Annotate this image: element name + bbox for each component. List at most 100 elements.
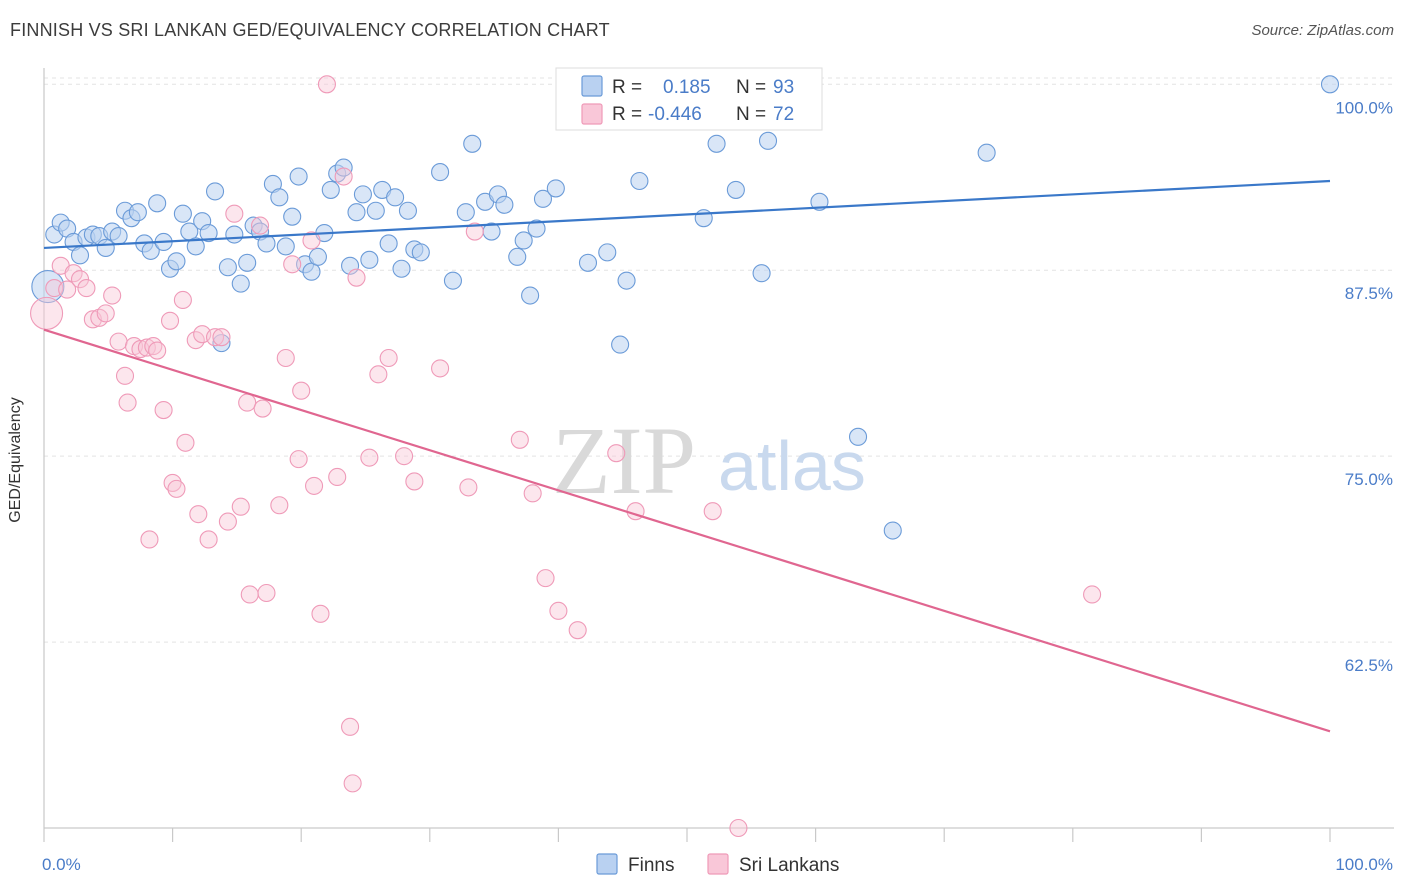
point-sri-39 (257, 583, 276, 603)
legend-bottom: Finns Sri Lankans (596, 853, 839, 876)
point-finn-23 (186, 237, 205, 256)
point-sri-19 (148, 341, 167, 360)
point-finn-39 (289, 167, 308, 186)
point-sri-25 (176, 433, 195, 452)
point-sri-5 (70, 270, 90, 289)
trend-lines (43, 179, 1331, 733)
watermark-zip: ZIP (552, 407, 696, 514)
legend-finns-n-label: N = (736, 77, 766, 98)
gridlines (44, 77, 1394, 643)
point-sri-27 (189, 505, 208, 524)
point-finn-83 (726, 180, 745, 199)
point-finn-14 (128, 203, 147, 222)
point-sri-60 (459, 478, 478, 497)
point-sri-17 (140, 530, 159, 549)
point-finn-85 (758, 131, 778, 150)
point-finn-62 (463, 134, 482, 153)
point-sri-9 (96, 304, 115, 323)
point-sri-67 (607, 444, 626, 463)
point-finn-75 (598, 243, 617, 262)
point-sri-59 (431, 359, 450, 378)
point-sri-31 (212, 328, 231, 347)
y-tick-label-1: 75.0% (1345, 470, 1393, 489)
point-finn-49 (353, 185, 372, 204)
point-sri-6 (77, 279, 96, 298)
point-sri-12 (115, 366, 135, 385)
x-tick-labels: 0.0% 100.0% (42, 855, 1393, 874)
point-sri-61 (465, 222, 484, 241)
point-sri-55 (369, 365, 388, 384)
point-finn-56 (398, 201, 417, 220)
point-finn-67 (508, 247, 527, 266)
point-sri-69 (703, 502, 722, 521)
watermark: ZIP atlas (552, 407, 866, 514)
point-sri-50 (334, 167, 353, 186)
chart-title: FINNISH VS SRI LANKAN GED/EQUIVALENCY CO… (10, 20, 610, 40)
point-finn-30 (231, 274, 250, 293)
point-finn-9 (96, 238, 115, 257)
point-finn-17 (148, 194, 167, 213)
legend-swatch-finns (581, 75, 603, 97)
x-tick-label-1: 100.0% (1335, 855, 1393, 874)
point-sri-38 (253, 399, 272, 418)
legend-finns-n-value: 93 (773, 77, 794, 98)
point-sri-41 (276, 348, 295, 368)
legend-top: R = 0.185 N = 93 R = -0.446 N = 72 (555, 67, 823, 131)
point-finn-20 (167, 252, 186, 271)
point-sri-20 (154, 400, 173, 420)
point-finn-28 (218, 258, 237, 277)
point-sri-37 (250, 216, 270, 235)
legend-sri-n-label: N = (736, 104, 766, 125)
trend-line-sri (43, 328, 1331, 733)
point-sri-33 (225, 204, 244, 223)
legend-bottom-finns: Finns (628, 855, 674, 876)
point-finn-61 (456, 203, 475, 222)
point-finn-58 (411, 243, 430, 262)
point-sri-21 (160, 311, 180, 330)
point-finn-44 (321, 180, 340, 199)
point-sri-52 (343, 774, 362, 793)
point-sri-47 (311, 604, 330, 623)
point-finn-74 (578, 253, 598, 272)
point-finn-72 (546, 179, 565, 198)
watermark-atlas: atlas (718, 427, 866, 505)
point-finn-66 (495, 195, 514, 214)
point-finn-37 (276, 237, 295, 256)
point-finn-48 (347, 203, 366, 222)
point-finn-60 (443, 271, 462, 290)
point-finn-36 (270, 188, 289, 207)
point-finn-0 (31, 270, 65, 304)
point-finn-90 (883, 521, 902, 540)
point-sri-13 (118, 393, 137, 412)
point-finn-34 (257, 234, 276, 253)
point-finn-41 (302, 262, 321, 281)
point-sri-62 (510, 430, 529, 449)
point-sri-64 (536, 569, 555, 588)
point-finn-81 (707, 134, 726, 153)
point-sri-23 (167, 479, 186, 498)
point-sri-53 (347, 268, 366, 287)
point-sri-58 (405, 472, 424, 491)
y-tick-label-2: 87.5% (1345, 284, 1393, 303)
point-finn-42 (308, 247, 327, 266)
point-finn-84 (752, 264, 771, 283)
point-sri-24 (173, 290, 192, 310)
legend-bottom-sri: Sri Lankans (739, 855, 839, 876)
point-finn-29 (225, 225, 244, 244)
point-sri-3 (58, 280, 77, 299)
trend-line-finn (43, 179, 1331, 250)
point-finn-50 (360, 250, 379, 269)
point-sri-63 (523, 484, 542, 503)
point-sri-71 (729, 818, 748, 838)
point-sri-56 (379, 348, 398, 368)
point-sri-11 (109, 332, 128, 351)
point-sri-30 (205, 328, 225, 347)
point-sri-43 (289, 450, 308, 469)
legend-finns-r-value: 0.185 (663, 77, 711, 98)
point-sri-0 (30, 296, 64, 330)
point-sri-49 (328, 467, 347, 487)
point-sri-34 (231, 497, 250, 516)
point-finn-77 (617, 271, 636, 290)
point-finn-92 (1320, 75, 1340, 94)
point-sri-44 (292, 381, 311, 400)
